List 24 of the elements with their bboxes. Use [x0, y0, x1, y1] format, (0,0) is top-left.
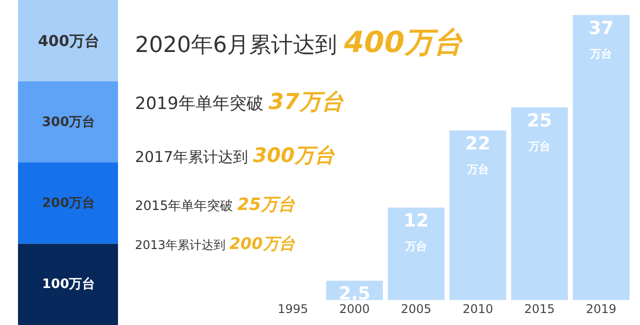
x-tick-label: 1995: [278, 302, 308, 316]
data-label: 37 万台: [588, 18, 614, 60]
x-tick-label: 2000: [339, 302, 370, 316]
bar: [388, 208, 445, 300]
data-label: 12 万台: [404, 210, 429, 253]
y-tick-label: 200万台: [42, 195, 96, 211]
data-label: 25 万台: [526, 110, 552, 153]
y-tick-label: 400万台: [38, 32, 100, 50]
annotation: 2013年累计达到 200万台: [135, 234, 296, 253]
annotation: 2019年单年突破 37万台: [135, 90, 344, 115]
bar: [449, 130, 506, 300]
annotation: 2020年6月累计达到 400万台: [135, 25, 464, 59]
x-tick-label: 2005: [400, 302, 432, 316]
annotation: 2017年累计达到 300万台: [135, 143, 336, 167]
data-label: 22 万台: [465, 134, 490, 176]
x-tick-label: 2010: [462, 302, 494, 316]
x-tick-label: 2019: [586, 302, 616, 316]
data-label: 2.5: [338, 284, 370, 305]
x-tick-label: 2015: [524, 302, 555, 316]
y-tick-label: 100万台: [42, 276, 96, 292]
annotation: 2015年单年突破 25万台: [135, 195, 296, 215]
bar: [511, 107, 568, 300]
bar: [572, 15, 630, 300]
y-tick-label: 300万台: [42, 114, 96, 130]
